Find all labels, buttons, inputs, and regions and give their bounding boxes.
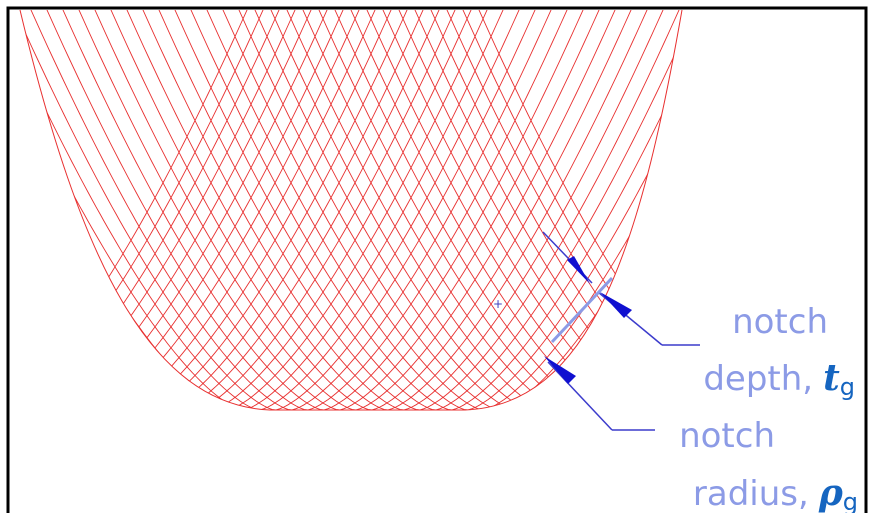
mesh-curve — [20, 10, 682, 410]
mesh-curve — [20, 10, 682, 410]
mesh-curve — [20, 10, 682, 410]
symbol: t — [823, 357, 840, 399]
mesh-curve — [20, 10, 682, 410]
mesh-curve — [20, 10, 682, 410]
arrow — [544, 356, 576, 384]
symbol: ρ — [818, 472, 844, 513]
mesh-curve — [20, 10, 682, 410]
mesh-curve — [20, 10, 682, 410]
mesh-curve — [20, 10, 682, 399]
mesh-curve — [20, 10, 682, 410]
mesh-curve — [20, 10, 682, 410]
dimensions — [542, 231, 700, 431]
label-text: notch — [732, 302, 828, 342]
mesh-curve — [20, 10, 682, 410]
depth-line — [550, 276, 614, 344]
mesh-curve — [20, 10, 682, 410]
mesh-curve — [20, 10, 682, 410]
label-text: depth, — [703, 359, 813, 399]
subscript: g — [843, 488, 858, 513]
label-line: depth, tg — [703, 357, 855, 401]
mesh-curve — [20, 10, 682, 410]
label-text: notch — [679, 416, 775, 456]
mesh-curve — [20, 10, 682, 410]
label-text: radius, — [693, 474, 809, 513]
mesh-curve — [20, 10, 682, 410]
subscript: g — [840, 373, 855, 401]
mesh-curve — [20, 10, 682, 410]
mesh-curve — [20, 10, 682, 410]
mesh-curve — [20, 10, 682, 410]
mesh-curve — [20, 10, 682, 410]
label-line: radius, ρg — [693, 472, 858, 513]
envelope — [19, 9, 683, 411]
mesh-curve — [20, 10, 682, 385]
center-mark: + — [493, 297, 503, 311]
leader — [547, 361, 613, 431]
mesh-curve — [20, 10, 682, 410]
mesh-curve — [20, 10, 682, 410]
mesh-curve — [20, 10, 682, 410]
arrow — [600, 292, 632, 318]
mesh-curve — [20, 10, 682, 410]
mesh-curve — [20, 10, 682, 406]
mesh-curve — [20, 10, 682, 410]
arrow — [567, 256, 590, 284]
